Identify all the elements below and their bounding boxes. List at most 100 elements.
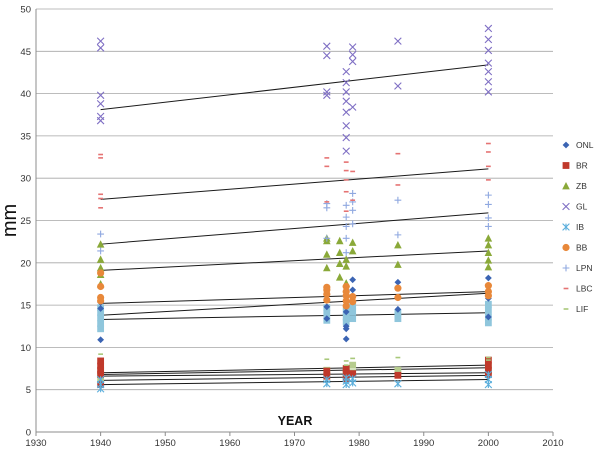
trend-line bbox=[100, 168, 489, 200]
trend-lines bbox=[100, 64, 489, 386]
data-point-zb bbox=[335, 259, 344, 268]
data-point-gl bbox=[96, 91, 105, 100]
data-point-bb bbox=[394, 284, 402, 292]
data-point-gl bbox=[348, 50, 357, 59]
data-point-zb bbox=[484, 248, 493, 257]
y-tick-label: 40 bbox=[20, 89, 31, 100]
data-point-br bbox=[323, 367, 331, 375]
data-point-gl bbox=[342, 108, 350, 117]
x-tick-label: 1940 bbox=[90, 438, 111, 449]
data-point-bb bbox=[97, 293, 105, 302]
data-point-bb bbox=[342, 282, 350, 291]
data-point-square bbox=[394, 315, 402, 323]
data-point-gl bbox=[484, 77, 493, 86]
data-point-gl bbox=[342, 121, 350, 130]
data-points bbox=[96, 24, 493, 393]
axis-labels: mm YEAR bbox=[0, 204, 312, 428]
trend-line bbox=[100, 367, 489, 375]
data-point-zb bbox=[394, 260, 402, 268]
legend-label-bb: BB bbox=[576, 243, 588, 253]
data-point-lpn bbox=[394, 196, 402, 204]
data-point-br bbox=[97, 362, 105, 370]
data-point-onl bbox=[349, 276, 357, 284]
data-point-ib bbox=[323, 375, 331, 384]
data-point-lpn bbox=[97, 230, 105, 238]
legend-label-lpn: LPN bbox=[576, 263, 593, 273]
data-point-gl bbox=[96, 99, 105, 108]
x-tick-label: 2010 bbox=[542, 438, 563, 449]
x-tick-label: 1980 bbox=[349, 438, 370, 449]
data-point-zb bbox=[335, 273, 344, 281]
data-point-lpn bbox=[342, 223, 350, 230]
legend-swatch-ib bbox=[562, 223, 570, 231]
data-point-bb bbox=[323, 283, 331, 291]
x-tick-label: 1970 bbox=[284, 438, 305, 449]
data-point-lpn bbox=[342, 213, 350, 221]
data-point-zb bbox=[348, 238, 357, 246]
y-tick-label: 10 bbox=[20, 343, 31, 354]
data-point-zb bbox=[484, 263, 493, 271]
trend-line bbox=[100, 212, 489, 245]
data-point-zb bbox=[323, 263, 331, 272]
data-point-onl bbox=[342, 322, 350, 330]
data-point-square bbox=[349, 302, 357, 310]
data-point-square bbox=[97, 314, 105, 322]
data-point-onl bbox=[97, 305, 105, 312]
trend-line bbox=[100, 250, 489, 271]
x-axis-title: YEAR bbox=[278, 414, 313, 428]
data-point-onl bbox=[394, 278, 402, 286]
y-tick-label: 45 bbox=[20, 47, 31, 58]
data-point-square bbox=[97, 309, 105, 317]
data-point-br bbox=[349, 370, 357, 378]
data-point-bb bbox=[323, 296, 331, 304]
data-point-gl bbox=[96, 112, 105, 121]
data-point-ib bbox=[394, 379, 402, 388]
data-point-gl bbox=[484, 67, 493, 76]
trend-line bbox=[100, 364, 489, 374]
data-point-zb bbox=[484, 234, 493, 242]
data-point-ib bbox=[96, 375, 105, 384]
data-point-zb bbox=[96, 263, 105, 272]
legend-label-br: BR bbox=[576, 161, 588, 171]
data-point-gl bbox=[323, 91, 331, 100]
data-point-gl bbox=[342, 67, 350, 76]
data-point-square bbox=[342, 318, 350, 326]
data-point-bb bbox=[97, 282, 105, 291]
data-point-gl bbox=[323, 88, 331, 96]
data-point-gl bbox=[323, 51, 331, 60]
data-point-bb bbox=[342, 302, 350, 310]
data-point-br bbox=[342, 365, 350, 372]
data-point-onl bbox=[349, 286, 357, 294]
trend-line bbox=[100, 64, 489, 111]
y-tick-label: 50 bbox=[20, 5, 31, 16]
legend-swatch-bb bbox=[562, 243, 570, 252]
legend-label-zb: ZB bbox=[576, 181, 587, 191]
data-point-lpn bbox=[484, 191, 492, 199]
data-point-zb bbox=[484, 256, 493, 264]
data-point-onl bbox=[323, 303, 331, 311]
data-point-lpn bbox=[97, 247, 105, 255]
axes: 0 5 10 15 20 25 30 35 40 45 50 1930 1940 1950 1960 1970… bbox=[20, 5, 563, 450]
y-tick-label: 25 bbox=[20, 216, 31, 227]
data-point-bb bbox=[349, 293, 357, 301]
data-point-zb bbox=[323, 250, 331, 258]
data-point-ib bbox=[342, 374, 350, 382]
data-point-br bbox=[97, 357, 105, 365]
y-tick-label: 30 bbox=[20, 174, 31, 185]
y-tick-label: 0 bbox=[26, 428, 31, 439]
y-tick-label: 15 bbox=[20, 301, 31, 312]
data-point-bb bbox=[342, 297, 350, 305]
data-point-lpn bbox=[323, 234, 331, 242]
data-point-zb bbox=[394, 241, 402, 249]
data-point-zb bbox=[342, 255, 350, 263]
data-point-zb bbox=[96, 240, 105, 248]
data-point-gl bbox=[96, 37, 105, 45]
data-point-ib bbox=[484, 370, 493, 379]
data-point-square bbox=[484, 300, 492, 308]
x-tick-label: 1930 bbox=[25, 438, 46, 449]
data-point-square bbox=[394, 366, 402, 374]
data-point-bb bbox=[484, 287, 492, 296]
data-point-lpn bbox=[349, 220, 357, 228]
